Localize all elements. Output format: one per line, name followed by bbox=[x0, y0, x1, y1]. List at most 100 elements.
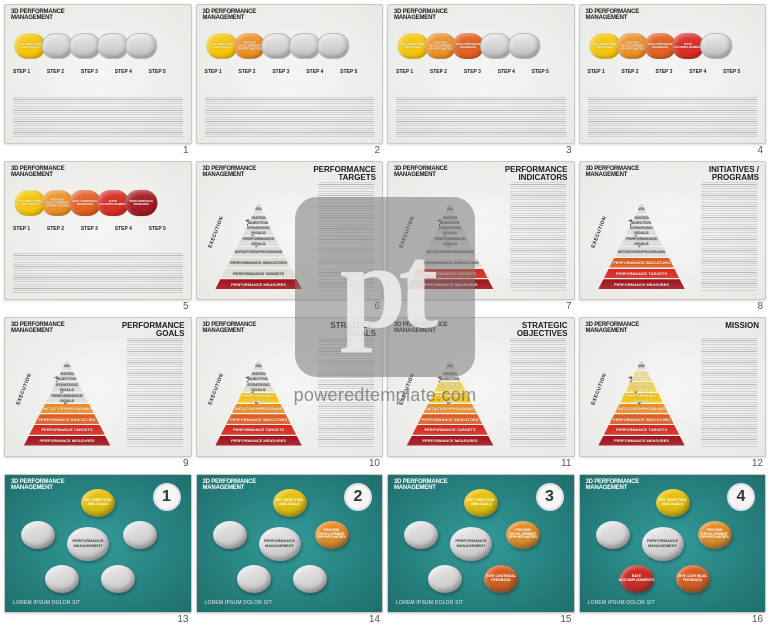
pyramid-band-2: STRATEGIC GOALS bbox=[51, 382, 83, 392]
lorem-caption: LOREM IPSUM DOLOR SIT bbox=[13, 600, 81, 606]
step-row: STEP 1STEP 2STEP 3STEP 4STEP 5 bbox=[205, 69, 375, 75]
pyramid-band-1: STRATEGIC OBJECTIVES bbox=[440, 215, 461, 225]
process-node-4 bbox=[428, 565, 462, 593]
thumbnail-cell-8[interactable]: 3D PERFORMANCEMANAGEMENTINITIATIVES / PR… bbox=[579, 161, 767, 314]
side-label-execution: EXECUTION bbox=[207, 372, 225, 406]
body-text-placeholder bbox=[205, 97, 375, 137]
pyramid-band-3: PERFORMANCE GOALS bbox=[46, 393, 89, 403]
pyramid-heading: MISSION bbox=[725, 322, 759, 330]
pyramid: EXECUTIONPLANNINGPERFORMANCE MEASURESPER… bbox=[211, 197, 307, 289]
process-node-5 bbox=[596, 521, 630, 549]
thumbnail-cell-6[interactable]: 3D PERFORMANCEMANAGEMENTPERFORMANCE TARG… bbox=[196, 161, 384, 314]
body-text-placeholder bbox=[588, 97, 758, 137]
side-label-execution: EXECUTION bbox=[15, 372, 33, 406]
thumbnail-cell-10[interactable]: 3D PERFORMANCEMANAGEMENTSTRATEGIC GOALSE… bbox=[196, 317, 384, 470]
slide-title: 3D PERFORMANCEMANAGEMENT bbox=[11, 166, 65, 179]
cylinder-label: SET DIRECTION AND GOALS bbox=[207, 43, 235, 49]
pyramid-band-0: MISSION bbox=[254, 361, 264, 371]
thumbnail-cell-11[interactable]: 3D PERFORMANCEMANAGEMENTSTRATEGIC OBJECT… bbox=[387, 317, 575, 470]
step-label: STEP 3 bbox=[272, 69, 306, 75]
pyramid-band-6: PERFORMANCE TARGETS bbox=[29, 425, 105, 435]
pyramid-band-4: INITIATIVES/PROGRAMS bbox=[40, 404, 94, 414]
lorem-caption: LOREM IPSUM DOLOR SIT bbox=[588, 600, 656, 606]
step-label: STEP 4 bbox=[306, 69, 340, 75]
side-label-execution: EXECUTION bbox=[590, 372, 608, 406]
process-number-badge: 1 bbox=[153, 483, 181, 511]
pyramid: EXECUTIONPLANNINGPERFORMANCE MEASURESPER… bbox=[211, 354, 307, 446]
slide-title: 3D PERFORMANCEMANAGEMENT bbox=[203, 166, 257, 179]
side-label-execution: EXECUTION bbox=[398, 215, 416, 249]
slide-10: 3D PERFORMANCEMANAGEMENTSTRATEGIC GOALSE… bbox=[196, 317, 384, 457]
pyramid-band-4: INITIATIVES/PROGRAMS bbox=[615, 404, 669, 414]
thumbnail-cell-5[interactable]: 3D PERFORMANCEMANAGEMENTSET DIRECTION AN… bbox=[4, 161, 192, 314]
step-label: STEP 5 bbox=[532, 69, 566, 75]
slide-number: 6 bbox=[196, 300, 384, 313]
thumbnail-cell-14[interactable]: 3D PERFORMANCEMANAGEMENT2PERFORMANCE MAN… bbox=[196, 474, 384, 627]
process-center: PERFORMANCE MANAGEMENT bbox=[259, 527, 301, 561]
pyramid-band-3: PERFORMANCE GOALS bbox=[237, 236, 280, 246]
cylinder-2: PROVIDE DEVELOPMENT OPPORTUNITIES bbox=[233, 33, 264, 59]
body-text-placeholder bbox=[396, 97, 566, 137]
pyramid-band-5: PERFORMANCE INDICATORS bbox=[226, 414, 291, 424]
process-node-1: SET DIRECTION AND GOALS bbox=[464, 489, 498, 517]
pyramid-band-7: PERFORMANCE MEASURES bbox=[407, 279, 494, 289]
slide-title: 3D PERFORMANCEMANAGEMENT bbox=[203, 9, 257, 22]
slide-grid: 3D PERFORMANCEMANAGEMENT SET DIRECTION AN… bbox=[0, 0, 770, 630]
body-text-placeholder bbox=[701, 338, 757, 448]
pyramid-band-2: STRATEGIC GOALS bbox=[626, 226, 658, 236]
thumbnail-cell-16[interactable]: 3D PERFORMANCEMANAGEMENT4PERFORMANCE MAN… bbox=[579, 474, 767, 627]
pyramid: EXECUTIONPLANNINGPERFORMANCE MEASURESPER… bbox=[594, 354, 690, 446]
slide-title: 3D PERFORMANCEMANAGEMENT bbox=[586, 9, 640, 22]
thumbnail-cell-3[interactable]: 3D PERFORMANCEMANAGEMENTSET DIRECTION AN… bbox=[387, 4, 575, 157]
pyramid: EXECUTIONPLANNINGPERFORMANCE MEASURESPER… bbox=[19, 354, 115, 446]
slide-number: 3 bbox=[387, 144, 575, 157]
step-label: STEP 4 bbox=[689, 69, 723, 75]
process-node-3 bbox=[101, 565, 135, 593]
pyramid-band-5: PERFORMANCE INDICATORS bbox=[35, 414, 100, 424]
pyramid-band-2: STRATEGIC GOALS bbox=[243, 226, 275, 236]
step-label: STEP 4 bbox=[115, 69, 149, 75]
slide-7: 3D PERFORMANCEMANAGEMENTPERFORMANCE INDI… bbox=[387, 161, 575, 301]
pyramid-band-7: PERFORMANCE MEASURES bbox=[598, 436, 685, 446]
cylinder-label: GIVE CONTINUAL FEEDBACK bbox=[454, 43, 483, 49]
pyramid-band-3: PERFORMANCE GOALS bbox=[237, 393, 280, 403]
thumbnail-cell-9[interactable]: 3D PERFORMANCEMANAGEMENTPERFORMANCE GOAL… bbox=[4, 317, 192, 470]
thumbnail-cell-12[interactable]: 3D PERFORMANCEMANAGEMENT MISSION EXECUTION… bbox=[579, 317, 767, 470]
body-text-placeholder bbox=[510, 338, 566, 448]
slide-3: 3D PERFORMANCEMANAGEMENTSET DIRECTION AN… bbox=[387, 4, 575, 144]
process-node-3: GIVE CONTINUAL FEEDBACK bbox=[484, 565, 518, 593]
side-label-execution: EXECUTION bbox=[207, 215, 225, 249]
slide-title: 3D PERFORMANCEMANAGEMENT bbox=[394, 9, 448, 22]
slide-title: 3D PERFORMANCEMANAGEMENT bbox=[586, 322, 640, 335]
step-label: STEP 5 bbox=[149, 69, 183, 75]
slide-number: 15 bbox=[387, 613, 575, 626]
thumbnail-cell-1[interactable]: 3D PERFORMANCEMANAGEMENTSET DIRECTION AN… bbox=[4, 4, 192, 157]
slide-14: 3D PERFORMANCEMANAGEMENT2PERFORMANCE MAN… bbox=[196, 474, 384, 614]
step-label: STEP 2 bbox=[238, 69, 272, 75]
pyramid-band-0: MISSION bbox=[62, 361, 72, 371]
step-row: STEP 1STEP 2STEP 3STEP 4STEP 5 bbox=[396, 69, 566, 75]
pyramid-band-0: MISSION bbox=[445, 361, 455, 371]
slide-5: 3D PERFORMANCEMANAGEMENTSET DIRECTION AN… bbox=[4, 161, 192, 301]
process-node-5 bbox=[404, 521, 438, 549]
body-text-placeholder bbox=[318, 338, 374, 448]
thumbnail-cell-4[interactable]: 3D PERFORMANCEMANAGEMENTSET DIRECTION AN… bbox=[579, 4, 767, 157]
pyramid-band-3: PERFORMANCE GOALS bbox=[620, 236, 663, 246]
pyramid-band-2: STRATEGIC GOALS bbox=[626, 382, 658, 392]
thumbnail-cell-2[interactable]: 3D PERFORMANCEMANAGEMENT SET DIRECTION AN… bbox=[196, 4, 384, 157]
cylinder-row: SET DIRECTION AND GOALS bbox=[14, 33, 183, 65]
thumbnail-cell-13[interactable]: 3D PERFORMANCEMANAGEMENT1PERFORMANCE MAN… bbox=[4, 474, 192, 627]
process-node-1: SET DIRECTION AND GOALS bbox=[656, 489, 690, 517]
slide-11: 3D PERFORMANCEMANAGEMENTSTRATEGIC OBJECT… bbox=[387, 317, 575, 457]
thumbnail-cell-7[interactable]: 3D PERFORMANCEMANAGEMENTPERFORMANCE INDI… bbox=[387, 161, 575, 314]
step-label: STEP 1 bbox=[396, 69, 430, 75]
step-label: STEP 2 bbox=[430, 69, 464, 75]
slide-12: 3D PERFORMANCEMANAGEMENT MISSION EXECUTION… bbox=[579, 317, 767, 457]
process-node-2: PROVIDE DEVELOPMENT OPPORTUNITIES bbox=[506, 521, 540, 549]
step-label: STEP 1 bbox=[588, 69, 622, 75]
body-text-placeholder bbox=[127, 338, 183, 448]
thumbnail-cell-15[interactable]: 3D PERFORMANCEMANAGEMENT3PERFORMANCE MAN… bbox=[387, 474, 575, 627]
pyramid-band-6: PERFORMANCE TARGETS bbox=[604, 425, 680, 435]
cylinder-label: RATE ACCOMPLISHMENTS bbox=[99, 199, 128, 205]
pyramid-band-5: PERFORMANCE INDICATORS bbox=[609, 258, 674, 268]
